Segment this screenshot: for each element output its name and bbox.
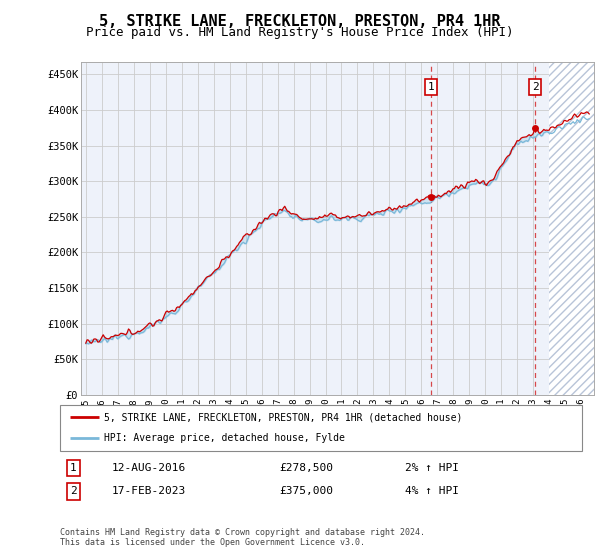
Text: Price paid vs. HM Land Registry's House Price Index (HPI): Price paid vs. HM Land Registry's House …: [86, 26, 514, 39]
Text: Contains HM Land Registry data © Crown copyright and database right 2024.
This d: Contains HM Land Registry data © Crown c…: [60, 528, 425, 547]
Text: 5, STRIKE LANE, FRECKLETON, PRESTON, PR4 1HR (detached house): 5, STRIKE LANE, FRECKLETON, PRESTON, PR4…: [104, 412, 463, 422]
Text: 1: 1: [428, 82, 434, 92]
Text: £278,500: £278,500: [279, 463, 333, 473]
Text: 2: 2: [532, 82, 539, 92]
Text: 12-AUG-2016: 12-AUG-2016: [112, 463, 187, 473]
Text: HPI: Average price, detached house, Fylde: HPI: Average price, detached house, Fyld…: [104, 433, 345, 444]
Text: 4% ↑ HPI: 4% ↑ HPI: [404, 487, 458, 496]
Text: 2% ↑ HPI: 2% ↑ HPI: [404, 463, 458, 473]
Text: £375,000: £375,000: [279, 487, 333, 496]
Bar: [549, 62, 600, 395]
Text: 2: 2: [70, 487, 76, 496]
Text: 17-FEB-2023: 17-FEB-2023: [112, 487, 187, 496]
Text: 1: 1: [70, 463, 76, 473]
Text: 5, STRIKE LANE, FRECKLETON, PRESTON, PR4 1HR: 5, STRIKE LANE, FRECKLETON, PRESTON, PR4…: [99, 14, 501, 29]
